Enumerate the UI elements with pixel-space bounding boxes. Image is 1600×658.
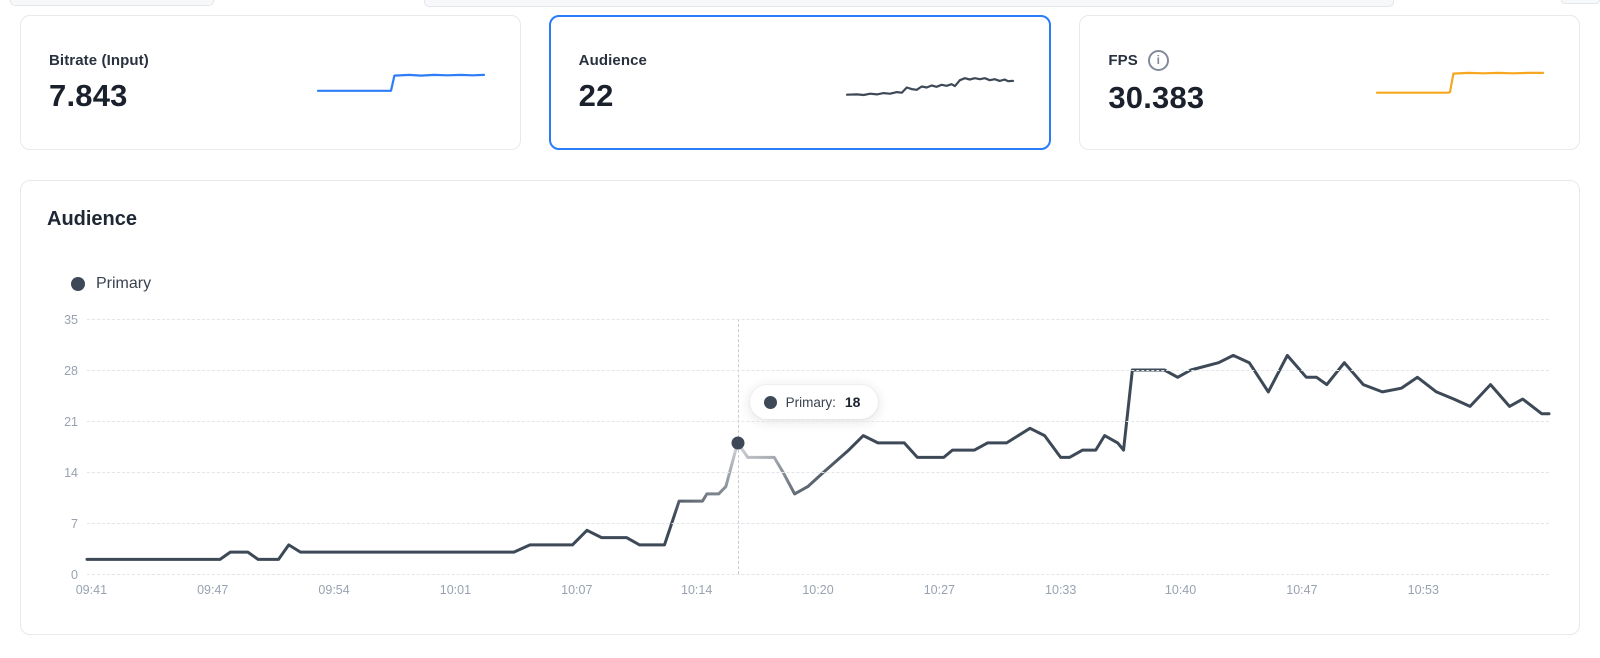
primary-line-series: [87, 319, 1549, 574]
audience-chart-panel: Audience Primary Primary: 18 0 7 14 21 28 35 …: [20, 180, 1580, 635]
chart-area: Primary: 18 0 7 14 21 28 35 09:41 09:47 09:54 10…: [47, 307, 1549, 601]
bitrate-sparkline-chart: [316, 73, 485, 92]
legend-dot-icon: [71, 277, 85, 291]
x-axis-label: 10:33: [1045, 583, 1077, 597]
cutoff-fragment-middle: [424, 0, 1394, 7]
stat-cards-row: Bitrate (Input) 7.843 Audience 22 FPS i …: [20, 15, 1581, 150]
stat-card-fps-label: FPS: [1108, 51, 1138, 69]
x-axis: 09:41 09:47 09:54 10:01 10:07 10:14 10:20 10:27…: [76, 583, 1549, 601]
stat-card-bitrate[interactable]: Bitrate (Input) 7.843: [20, 15, 521, 150]
x-axis-label: 09:41: [75, 583, 108, 597]
cutoff-fragment-left: [10, 0, 214, 6]
legend-item-primary[interactable]: Primary: [71, 275, 151, 293]
tooltip-series-label: Primary:: [785, 394, 836, 410]
x-axis-label: 10:01: [439, 583, 472, 597]
x-axis-label: 09:47: [197, 583, 229, 597]
stat-card-audience[interactable]: Audience 22: [548, 15, 1052, 150]
info-icon[interactable]: i: [1147, 49, 1169, 71]
x-axis-label: 10:20: [802, 583, 834, 597]
plot-area[interactable]: Primary: 18 0 7 14 21 28 35: [64, 307, 1549, 582]
stat-card-bitrate-value: 7.843: [49, 77, 128, 113]
y-axis-label: 21: [64, 415, 78, 429]
stat-card-audience-value: 22: [578, 77, 614, 113]
x-axis-label: 09:54: [318, 583, 350, 597]
y-gridline: 35: [64, 313, 1549, 327]
fps-sparkline-chart: [1375, 71, 1545, 94]
highlighted-point: [731, 436, 745, 450]
y-axis-label: 7: [71, 517, 78, 531]
x-axis-label: 10:14: [681, 583, 713, 597]
y-axis-label: 28: [64, 364, 78, 378]
stat-card-audience-info: Audience 22: [579, 52, 647, 114]
y-gridline: 28: [64, 364, 1549, 378]
stat-card-fps-info: FPS i 30.383: [1108, 49, 1205, 116]
y-axis-label: 0: [71, 568, 78, 582]
stat-card-fps[interactable]: FPS i 30.383: [1079, 15, 1581, 150]
x-axis-label: 10:27: [923, 583, 955, 597]
y-axis-label: 14: [64, 466, 78, 480]
legend-label: Primary: [96, 275, 152, 292]
stat-card-bitrate-info: Bitrate (Input) 7.843: [49, 52, 149, 114]
y-gridline: 7: [71, 517, 1549, 531]
x-axis-label: 10:47: [1286, 583, 1318, 597]
x-axis-label: 10:40: [1164, 583, 1197, 597]
stat-card-audience-label: Audience: [578, 51, 647, 69]
audience-sparkline-chart: [846, 76, 1015, 96]
tooltip-series-dot-icon: [763, 395, 777, 409]
y-axis-label: 35: [64, 313, 78, 327]
panel-title: Audience: [47, 208, 138, 230]
y-gridline: 0: [71, 568, 1549, 582]
y-gridline: 14: [64, 466, 1549, 480]
x-axis-label: 10:53: [1407, 583, 1439, 597]
tooltip: Primary: 18: [749, 385, 879, 420]
x-axis-label: 10:07: [561, 583, 593, 597]
tooltip-value: 18: [844, 394, 861, 411]
stat-card-fps-value: 30.383: [1108, 79, 1205, 115]
y-gridline: 21: [64, 415, 1549, 429]
stat-card-bitrate-label: Bitrate (Input): [49, 51, 149, 69]
cutoff-fragment-right: [1561, 0, 1600, 4]
